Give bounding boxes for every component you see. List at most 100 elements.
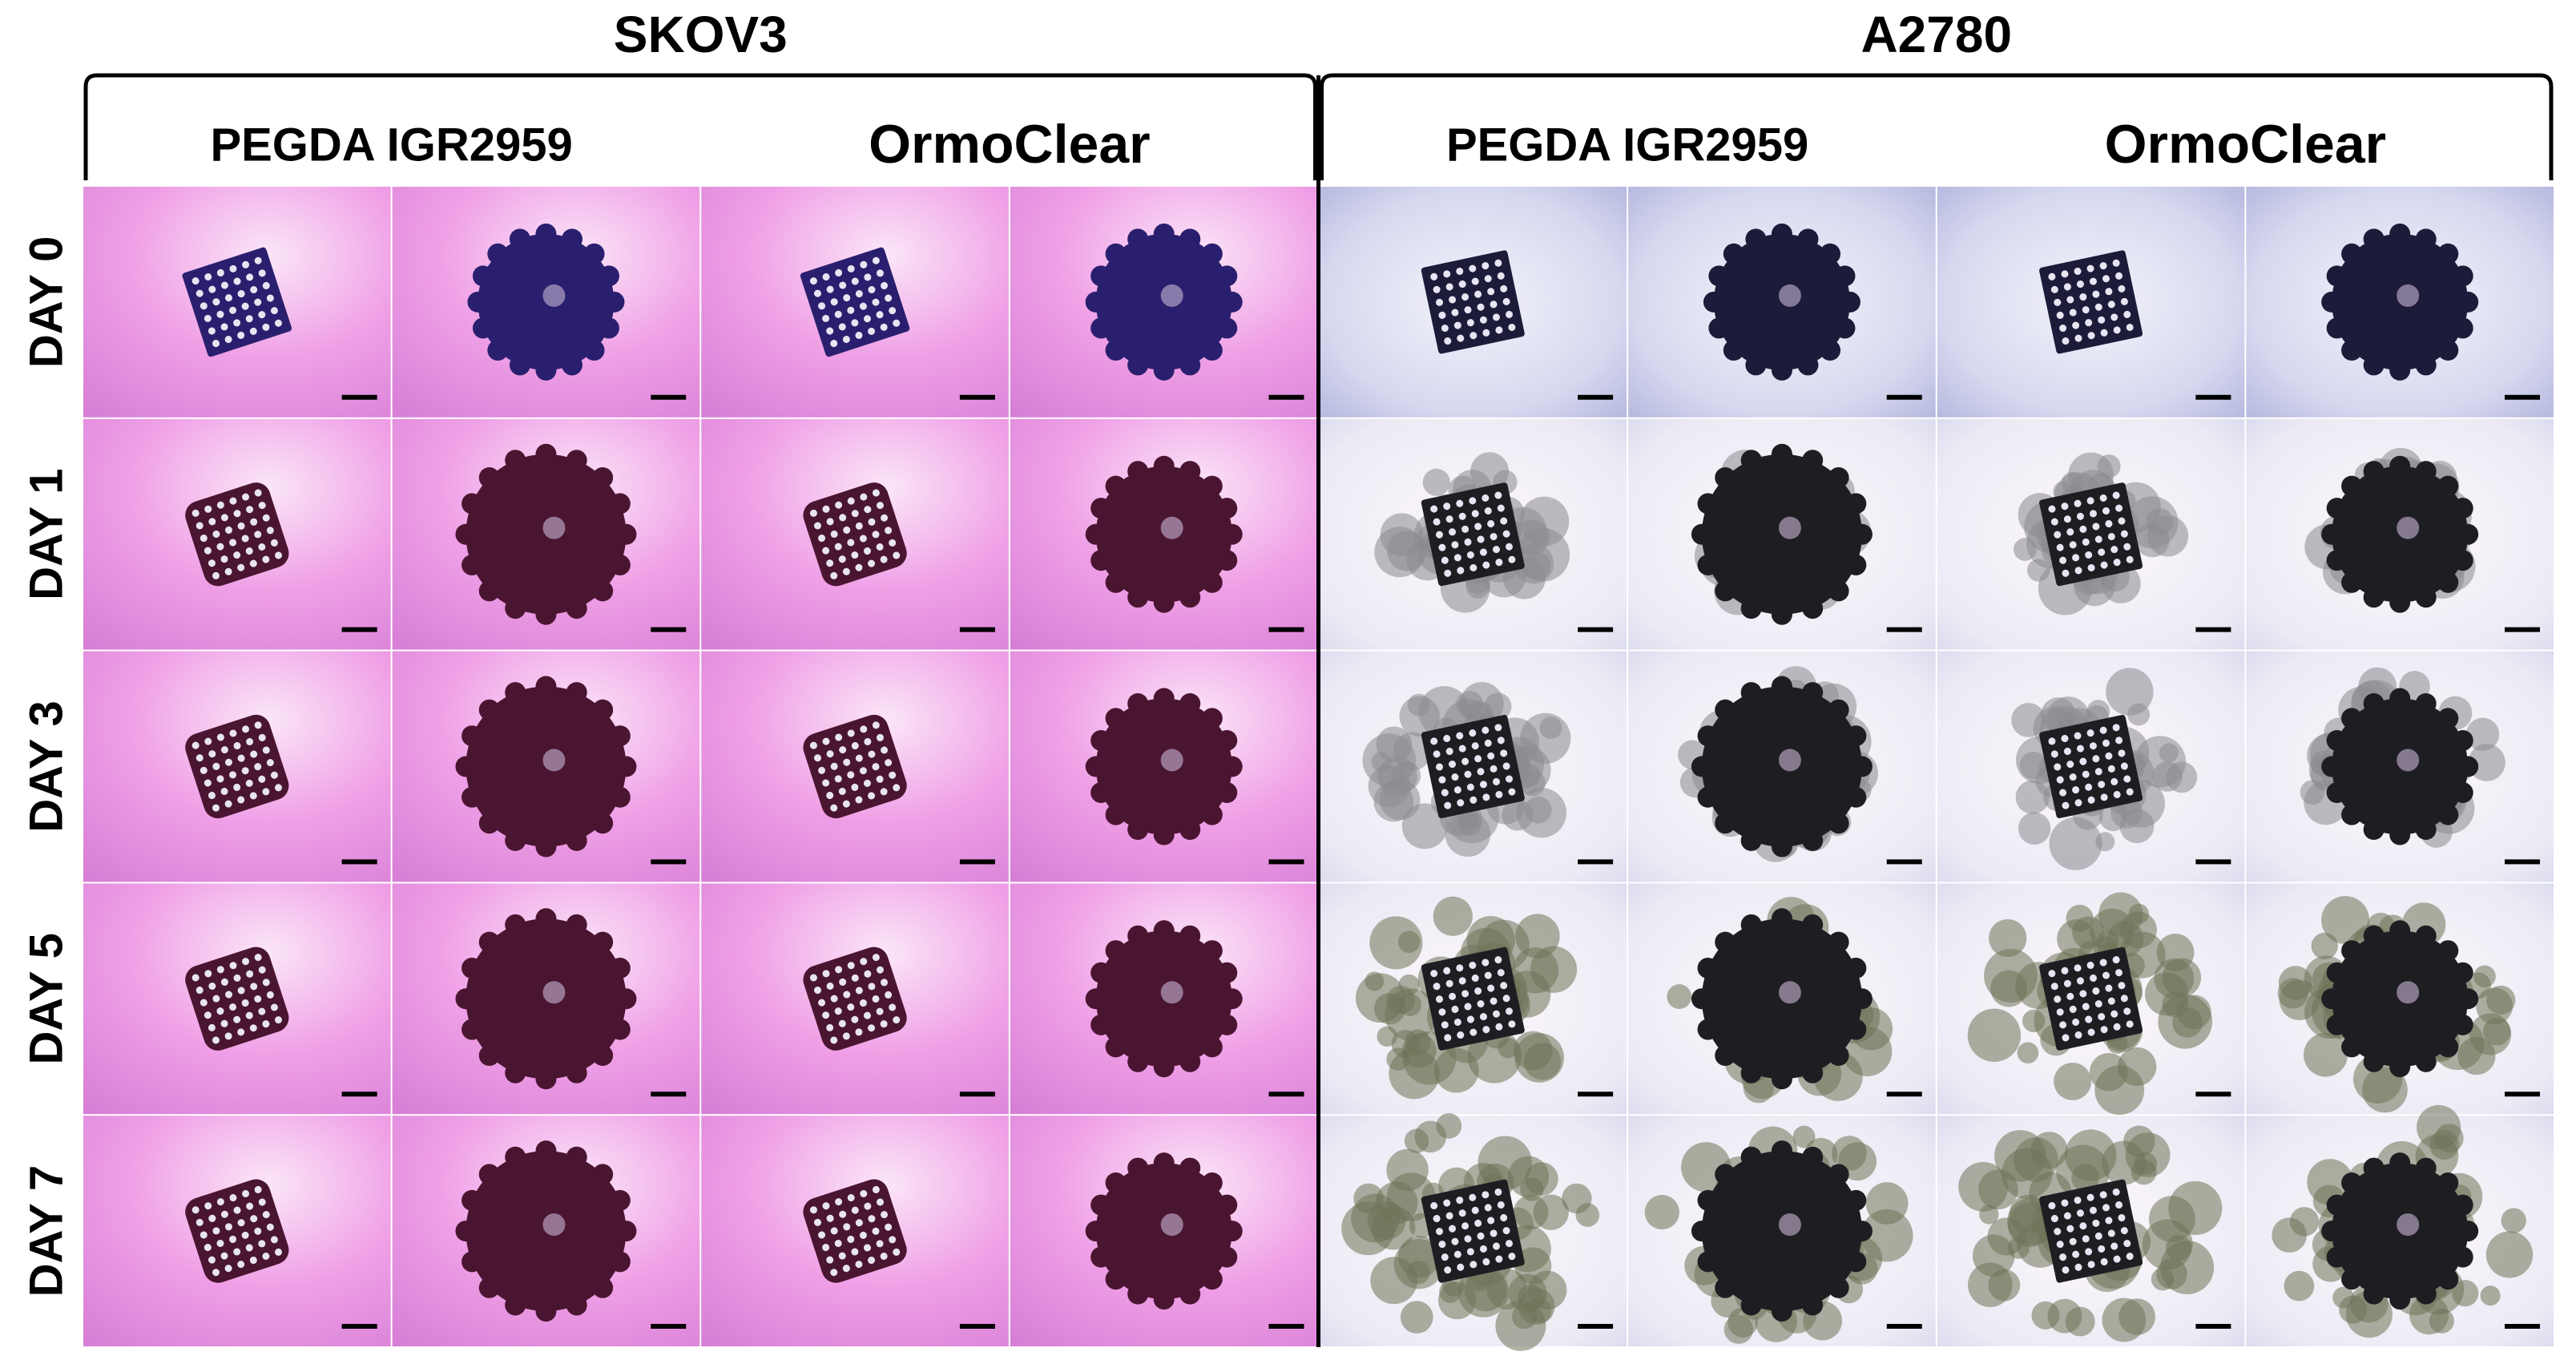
scaffold-pore xyxy=(818,302,826,310)
scaffold-pore xyxy=(2074,567,2082,575)
scaffold-pore xyxy=(233,974,241,982)
scaffold-pore xyxy=(864,273,872,281)
scaffold-pore xyxy=(860,1190,868,1198)
cell-cluster xyxy=(2434,1124,2464,1153)
scaffold-pore xyxy=(254,954,262,962)
scaffold-pore xyxy=(2118,982,2126,990)
scaffold-pore xyxy=(237,987,245,995)
scaffold-round xyxy=(1085,920,1243,1078)
cell-cluster xyxy=(1355,973,1405,1023)
scaffold-pore xyxy=(2050,983,2058,991)
scaffold-pore xyxy=(224,335,232,343)
scaffold-pore xyxy=(880,1020,888,1028)
scaffold-round xyxy=(2321,223,2479,381)
scaffold-pore xyxy=(830,340,838,348)
scaffold-pore xyxy=(2123,1007,2131,1015)
micrograph xyxy=(1010,651,1318,882)
scaffold-pore xyxy=(1443,966,1451,975)
scaffold-pore xyxy=(1445,515,1453,523)
scaffold-pore xyxy=(1469,1261,1477,1269)
cell-cluster xyxy=(1400,1301,1433,1334)
micrograph xyxy=(83,418,391,650)
scaffold-pore xyxy=(1469,961,1477,969)
cell-cluster xyxy=(1989,918,2027,958)
scaffold-pore xyxy=(847,1235,855,1243)
scaffold-round xyxy=(1691,908,1873,1090)
scaffold-pore xyxy=(2074,499,2082,507)
scaffold-pore xyxy=(872,954,880,962)
scaffold-pore xyxy=(220,281,228,289)
scaffold-pore xyxy=(2059,324,2067,332)
scaffold-pore xyxy=(2056,1008,2064,1016)
scaffold-pore xyxy=(2074,1263,2082,1271)
scaffold-pore xyxy=(224,1032,232,1040)
scaffold-pore xyxy=(2072,554,2080,562)
scaffold-center xyxy=(2397,516,2420,539)
scaffold-pore xyxy=(2069,309,2077,317)
scaffold-pore xyxy=(2066,296,2074,304)
scaffold-center xyxy=(1778,284,1801,307)
scaffold-pore xyxy=(1502,530,1510,538)
scaffold-pore xyxy=(254,995,262,1003)
scaffold-pore xyxy=(266,1223,274,1231)
cell-cluster xyxy=(2159,743,2179,763)
scaffold-pore xyxy=(1508,555,1516,563)
scaffold-pore xyxy=(1502,297,1510,305)
scaffold-pore xyxy=(258,1007,266,1015)
scaffold-pore xyxy=(2059,556,2067,564)
scaffold-pore xyxy=(809,741,817,749)
cell-cluster xyxy=(1470,452,1510,491)
scaffold-pore xyxy=(258,311,266,319)
scaffold-pore xyxy=(1494,1188,1502,1196)
scaffold-pore xyxy=(830,1036,838,1044)
micrograph xyxy=(1319,883,1627,1115)
scaffold-pore xyxy=(1441,324,1449,332)
scaffold-pore xyxy=(2063,1212,2071,1220)
scaffold-pore xyxy=(1497,1201,1505,1209)
scaffold-pore xyxy=(245,779,253,787)
scaffold-pore xyxy=(233,1015,241,1023)
cell-cluster xyxy=(1376,726,1413,762)
scaffold-pore xyxy=(889,1003,897,1011)
scaffold-pore xyxy=(881,746,889,754)
scaffold-pore xyxy=(1492,546,1500,554)
scaffold-pore xyxy=(1469,564,1477,572)
scaffold-pore xyxy=(212,571,220,579)
scaffold-pore xyxy=(1502,1227,1510,1235)
scaffold-pore xyxy=(2115,504,2123,512)
scaffold-pore xyxy=(204,737,212,745)
scaffold-pore xyxy=(229,1194,237,1202)
scaffold-pore xyxy=(1474,987,1482,995)
scaffold-pore xyxy=(1508,788,1516,796)
micrograph xyxy=(2246,418,2554,650)
scaffold-pore xyxy=(1487,288,1495,296)
scaffold-pore xyxy=(254,256,262,264)
scaffold-pore xyxy=(851,1248,859,1256)
group-bracket xyxy=(1320,73,2554,180)
scaffold-pore xyxy=(851,974,859,982)
cell-cluster xyxy=(2409,1295,2449,1335)
day-label: DAY 7 xyxy=(20,1165,72,1297)
scaffold-pore xyxy=(868,518,876,526)
scaffold-pore xyxy=(1436,995,1444,1003)
scaffold-pore xyxy=(2050,518,2058,526)
scaffold-pore xyxy=(1482,1026,1490,1034)
scaffold-pore xyxy=(208,750,216,758)
scaffold-pore xyxy=(1444,337,1452,345)
micrograph xyxy=(1937,418,2245,650)
cell-cluster xyxy=(1422,468,1450,496)
scaffold-pore xyxy=(851,1015,859,1023)
scaffold-pore xyxy=(1469,796,1477,804)
scaffold-pore xyxy=(2066,528,2074,536)
scaffold-pore xyxy=(1430,1202,1438,1210)
scaffold-pore xyxy=(2082,306,2090,314)
micrograph xyxy=(83,187,391,418)
micrograph xyxy=(1937,1116,2245,1346)
scaffold-pore xyxy=(1444,1266,1452,1274)
scaffold-pore xyxy=(220,787,228,795)
scaffold-pore xyxy=(1495,1023,1503,1031)
scaffold-pore xyxy=(1506,310,1514,318)
scaffold-pore xyxy=(2110,1242,2118,1250)
scaffold-pore xyxy=(826,327,834,335)
scaffold-pore xyxy=(1443,735,1451,743)
